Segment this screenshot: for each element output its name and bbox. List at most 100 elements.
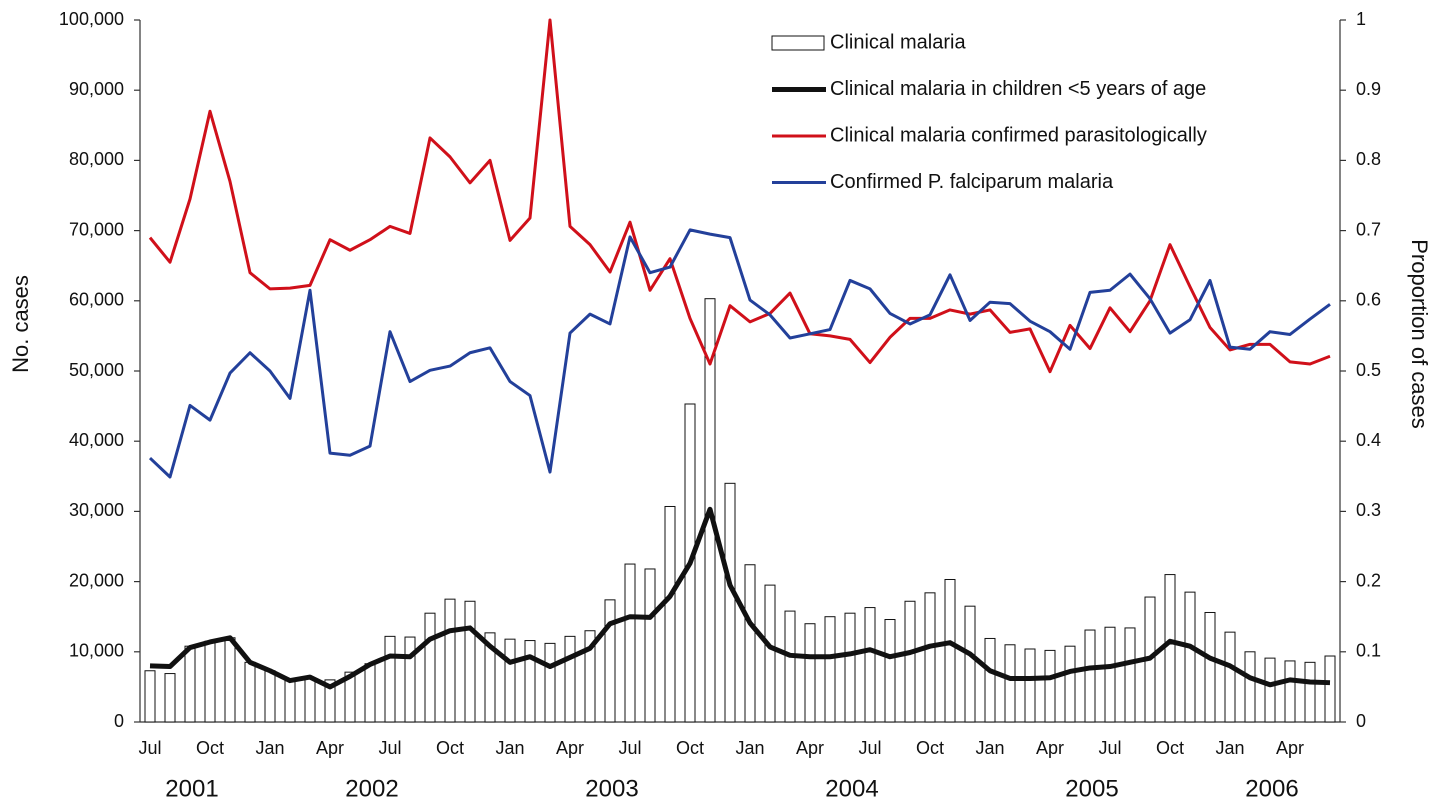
x-tick-label: Apr — [1276, 738, 1304, 758]
line — [148, 18, 1331, 374]
bar — [484, 632, 496, 723]
y2-tick-label: 0.5 — [1356, 360, 1381, 380]
x-tick-label: Oct — [436, 738, 464, 758]
bar — [1204, 611, 1216, 723]
y2-axis-label: Proportion of cases — [1407, 239, 1432, 429]
bar — [544, 642, 556, 723]
y-tick-label: 40,000 — [69, 430, 124, 450]
bar — [644, 568, 656, 723]
bar — [1224, 631, 1236, 723]
bar — [284, 679, 296, 723]
y2-tick-label: 0.6 — [1356, 290, 1381, 310]
year-label: 2006 — [1245, 775, 1298, 802]
bar — [244, 661, 256, 723]
bar — [204, 640, 216, 723]
y2-tick-label: 0.9 — [1356, 79, 1381, 99]
bar — [844, 612, 856, 723]
y-tick-label: 50,000 — [69, 360, 124, 380]
x-tick-label: Apr — [556, 738, 584, 758]
y-tick-label: 30,000 — [69, 500, 124, 520]
bar — [604, 599, 616, 723]
bar — [164, 673, 176, 723]
y2-tick-label: 0.3 — [1356, 500, 1381, 520]
bar — [804, 623, 816, 723]
bar — [364, 663, 376, 723]
bar — [424, 612, 436, 723]
y-tick-label: 90,000 — [69, 79, 124, 99]
bar — [1104, 626, 1116, 723]
year-label: 2004 — [825, 775, 878, 802]
bar — [1284, 660, 1296, 723]
bar — [584, 630, 596, 723]
y-tick-label: 60,000 — [69, 290, 124, 310]
x-tick-label: Jul — [618, 738, 641, 758]
bar — [1044, 649, 1056, 723]
y2-tick-label: 0.8 — [1356, 149, 1381, 169]
y-tick-label: 80,000 — [69, 149, 124, 169]
legend-label: Confirmed P. falciparum malaria — [830, 171, 1114, 193]
x-tick-label: Jul — [138, 738, 161, 758]
x-tick-label: Jan — [1215, 738, 1244, 758]
bar — [464, 600, 476, 723]
bar — [224, 637, 236, 723]
bar — [1324, 655, 1336, 723]
bar — [944, 578, 956, 723]
y2-tick-label: 0 — [1356, 711, 1366, 731]
y2-tick-label: 0.1 — [1356, 641, 1381, 661]
bar — [1164, 574, 1176, 723]
x-tick-label: Apr — [1036, 738, 1064, 758]
bar — [864, 607, 876, 723]
y2-tick-label: 0.2 — [1356, 570, 1381, 590]
x-tick-label: Oct — [676, 738, 704, 758]
legend-label: Clinical malaria confirmed parasitologic… — [830, 124, 1207, 146]
line — [149, 506, 1331, 690]
bar — [964, 605, 976, 723]
x-tick-label: Jul — [378, 738, 401, 758]
bar — [624, 563, 636, 723]
bar — [1064, 645, 1076, 723]
bar — [884, 619, 896, 723]
bar — [784, 610, 796, 723]
bar — [664, 505, 676, 723]
x-tick-label: Jan — [975, 738, 1004, 758]
bar — [144, 670, 156, 723]
x-tick-label: Oct — [196, 738, 224, 758]
year-label: 2002 — [345, 775, 398, 802]
y2-tick-label: 0.7 — [1356, 219, 1381, 239]
year-label: 2005 — [1065, 775, 1118, 802]
bar — [324, 679, 336, 723]
bar — [724, 482, 736, 723]
y-tick-label: 100,000 — [59, 9, 124, 29]
x-tick-label: Jan — [495, 738, 524, 758]
bar — [1264, 657, 1276, 723]
bar — [1304, 661, 1316, 723]
legend-swatch — [771, 35, 825, 51]
x-tick-label: Jan — [735, 738, 764, 758]
legend-label: Clinical malaria in children <5 years of… — [830, 78, 1206, 100]
x-tick-label: Apr — [796, 738, 824, 758]
bar — [1124, 627, 1136, 723]
bar — [924, 592, 936, 723]
line — [148, 228, 1331, 479]
y-axis-label: No. cases — [8, 275, 33, 373]
bar — [1184, 591, 1196, 723]
bar — [184, 645, 196, 723]
bar — [1084, 629, 1096, 723]
y-tick-label: 0 — [114, 711, 124, 731]
y2-tick-label: 0.4 — [1356, 430, 1381, 450]
bar — [404, 636, 416, 723]
year-label: 2003 — [585, 775, 638, 802]
x-tick-label: Oct — [916, 738, 944, 758]
bar — [344, 671, 356, 723]
bar — [824, 616, 836, 723]
legend-label: Clinical malaria — [830, 31, 966, 53]
bar — [744, 564, 756, 723]
x-tick-label: Apr — [316, 738, 344, 758]
bar — [264, 670, 276, 723]
bar — [984, 637, 996, 723]
bar — [444, 598, 456, 723]
y-tick-label: 70,000 — [69, 219, 124, 239]
x-tick-label: Jul — [1098, 738, 1121, 758]
y2-tick-label: 1 — [1356, 9, 1366, 29]
y-tick-label: 10,000 — [69, 641, 124, 661]
